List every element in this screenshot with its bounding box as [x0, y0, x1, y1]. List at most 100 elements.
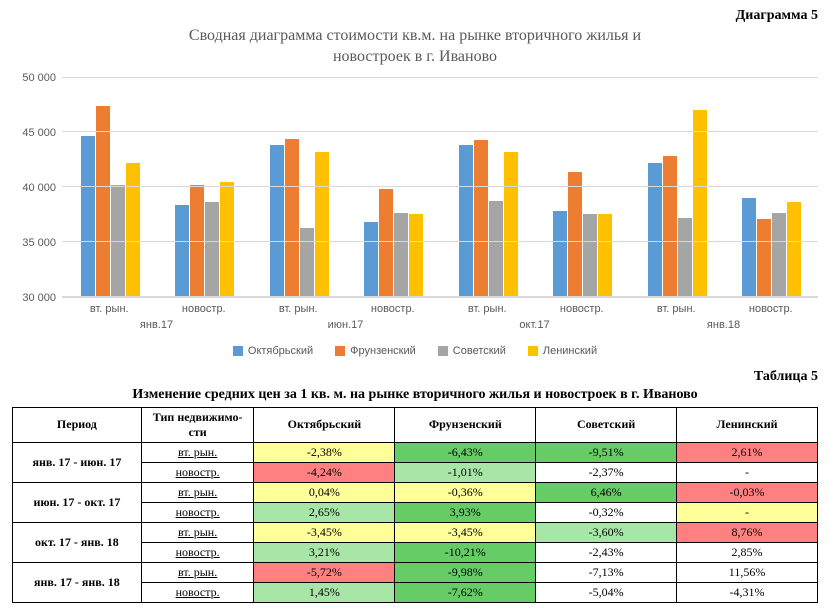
bar: [663, 156, 677, 296]
x-sub-label: новостр.: [346, 298, 441, 317]
bar: [459, 145, 473, 296]
type-cell: новостр.: [141, 462, 254, 482]
value-cell: -7,62%: [395, 582, 536, 602]
x-sub-label: вт. рын.: [251, 298, 346, 317]
table-row: окт. 17 - янв. 18вт. рын.-3,45%-3,45%-3,…: [13, 522, 818, 542]
value-cell: 6,46%: [536, 482, 677, 502]
table-header: Советский: [536, 407, 677, 442]
table-row: янв. 17 - янв. 18вт. рын.-5,72%-9,98%-7,…: [13, 562, 818, 582]
x-period-label: июн.17: [251, 317, 440, 335]
chart-area: 30 00035 00040 00045 00050 000: [12, 78, 818, 298]
type-cell: вт. рын.: [141, 562, 254, 582]
table-header: Октябрьский: [254, 407, 395, 442]
bar: [300, 228, 314, 297]
value-cell: -: [677, 502, 818, 522]
value-cell: 2,65%: [254, 502, 395, 522]
y-tick-label: 50 000: [22, 72, 56, 84]
table-header: Ленинский: [677, 407, 818, 442]
table-row: янв. 17 - июн. 17вт. рын.-2,38%-6,43%-9,…: [13, 442, 818, 462]
value-cell: -0,36%: [395, 482, 536, 502]
bar-groups: [62, 78, 818, 297]
type-cell: вт. рын.: [141, 482, 254, 502]
bar: [126, 163, 140, 297]
x-sub-label: вт. рын.: [629, 298, 724, 317]
chart-title-line2: новостроек в г. Иваново: [333, 48, 497, 65]
x-period-label: янв.17: [62, 317, 251, 335]
bar: [409, 214, 423, 296]
table-header: Период: [13, 407, 142, 442]
value-cell: -4,24%: [254, 462, 395, 482]
period-cell: окт. 17 - янв. 18: [13, 522, 142, 562]
grid-line: [62, 186, 818, 187]
value-cell: -2,43%: [536, 542, 677, 562]
bar: [175, 205, 189, 297]
x-sub-label: новостр.: [724, 298, 819, 317]
bar: [787, 202, 801, 296]
x-sub-label: новостр.: [535, 298, 630, 317]
type-cell: вт. рын.: [141, 442, 254, 462]
y-tick-label: 35 000: [22, 237, 56, 249]
period-group: [629, 78, 818, 297]
bar: [394, 213, 408, 296]
grid-line: [62, 77, 818, 78]
bar: [598, 214, 612, 296]
x-period-label: окт.17: [440, 317, 629, 335]
period-cell: янв. 17 - янв. 18: [13, 562, 142, 602]
bar: [693, 110, 707, 296]
data-table: ПериодТип недвижимо-стиОктябрьскийФрунзе…: [12, 407, 818, 603]
value-cell: -5,04%: [536, 582, 677, 602]
x-axis: вт. рын.новостр.янв.17вт. рын.новостр.ию…: [62, 298, 818, 335]
bar: [742, 198, 756, 297]
chart-title: Сводная диаграмма стоимости кв.м. на рын…: [12, 26, 818, 68]
sub-group: [535, 78, 629, 297]
value-cell: 3,21%: [254, 542, 395, 562]
legend-item: Октябрьский: [233, 345, 313, 357]
bar: [553, 211, 567, 296]
sub-group: [252, 78, 346, 297]
bar: [583, 214, 597, 296]
value-cell: -6,43%: [395, 442, 536, 462]
y-tick-label: 30 000: [22, 292, 56, 304]
table-header: Фрунзенский: [395, 407, 536, 442]
table-label: Таблица 5: [12, 369, 818, 385]
period-group: [62, 78, 251, 297]
table-header: Тип недвижимо-сти: [141, 407, 254, 442]
legend: ОктябрьскийФрунзенскийСоветскийЛенинский: [12, 345, 818, 357]
bar: [504, 152, 518, 297]
legend-label: Ленинский: [543, 345, 597, 357]
legend-item: Ленинский: [528, 345, 597, 357]
legend-swatch: [438, 346, 448, 356]
grid-line: [62, 131, 818, 132]
x-period: вт. рын.новостр.янв.18: [629, 298, 818, 335]
value-cell: -9,51%: [536, 442, 677, 462]
value-cell: -3,45%: [254, 522, 395, 542]
sub-group: [441, 78, 535, 297]
grid-line: [62, 296, 818, 297]
legend-item: Фрунзенский: [335, 345, 416, 357]
plot-area: [62, 78, 818, 298]
x-sub-label: новостр.: [157, 298, 252, 317]
x-period-label: янв.18: [629, 317, 818, 335]
bar: [81, 136, 95, 297]
type-cell: новостр.: [141, 582, 254, 602]
period-cell: июн. 17 - окт. 17: [13, 482, 142, 522]
x-period: вт. рын.новостр.окт.17: [440, 298, 629, 335]
table-row: июн. 17 - окт. 17вт. рын.0,04%-0,36%6,46…: [13, 482, 818, 502]
bar: [315, 152, 329, 297]
x-sub-label: вт. рын.: [440, 298, 535, 317]
bar: [364, 222, 378, 296]
grid-line: [62, 241, 818, 242]
value-cell: -2,37%: [536, 462, 677, 482]
value-cell: 3,93%: [395, 502, 536, 522]
x-sub-label: вт. рын.: [62, 298, 157, 317]
legend-swatch: [335, 346, 345, 356]
value-cell: -4,31%: [677, 582, 818, 602]
value-cell: -5,72%: [254, 562, 395, 582]
chart-title-line1: Сводная диаграмма стоимости кв.м. на рын…: [189, 27, 641, 44]
bar: [220, 182, 234, 297]
value-cell: 1,45%: [254, 582, 395, 602]
y-tick-label: 40 000: [22, 182, 56, 194]
value-cell: -9,98%: [395, 562, 536, 582]
bar: [96, 106, 110, 297]
bar: [648, 163, 662, 297]
